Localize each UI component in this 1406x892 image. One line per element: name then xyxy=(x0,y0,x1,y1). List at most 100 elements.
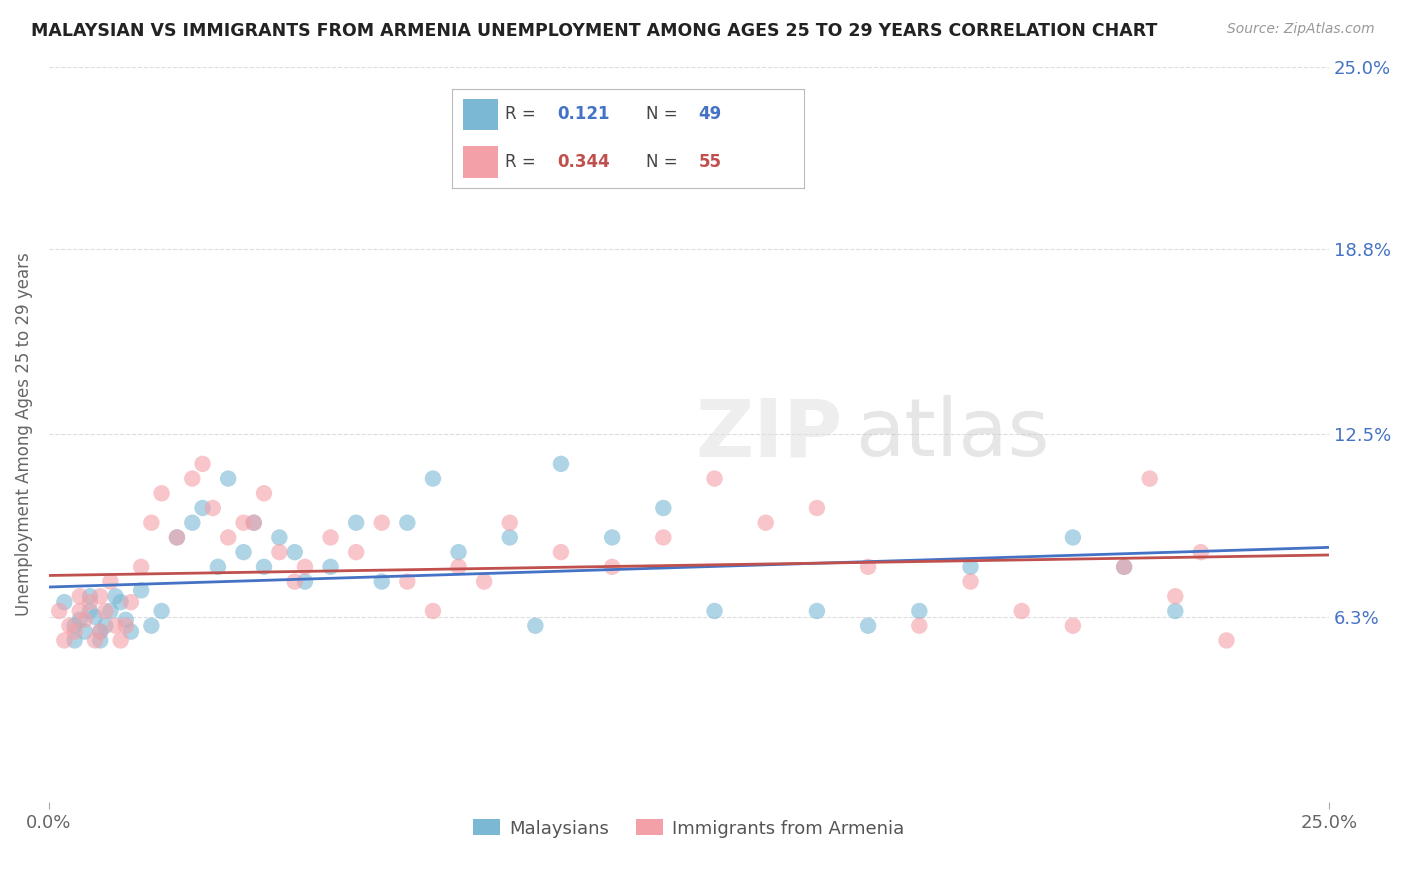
Point xyxy=(63,624,86,639)
Point xyxy=(319,559,342,574)
Point xyxy=(69,604,91,618)
Point xyxy=(232,545,254,559)
Point xyxy=(1164,604,1187,618)
Point xyxy=(79,589,101,603)
Point xyxy=(1215,633,1237,648)
Point xyxy=(344,516,367,530)
Point xyxy=(181,472,204,486)
Point xyxy=(269,530,291,544)
Point xyxy=(242,516,264,530)
Point xyxy=(141,516,163,530)
Point xyxy=(1114,559,1136,574)
Point xyxy=(856,559,879,574)
Point xyxy=(181,516,204,530)
Point xyxy=(100,604,122,618)
Point xyxy=(703,604,725,618)
Point xyxy=(242,516,264,530)
Point xyxy=(129,559,152,574)
Point xyxy=(1189,545,1212,559)
Point xyxy=(908,618,931,632)
Text: Source: ZipAtlas.com: Source: ZipAtlas.com xyxy=(1227,22,1375,37)
Point xyxy=(201,501,224,516)
Point xyxy=(104,589,127,603)
Point xyxy=(319,530,342,544)
Point xyxy=(150,604,173,618)
Point xyxy=(284,574,307,589)
Y-axis label: Unemployment Among Ages 25 to 29 years: Unemployment Among Ages 25 to 29 years xyxy=(15,252,32,616)
Point xyxy=(110,595,132,609)
Point xyxy=(110,633,132,648)
Point xyxy=(100,574,122,589)
Point xyxy=(652,530,675,544)
Point xyxy=(447,559,470,574)
Point xyxy=(600,530,623,544)
Point xyxy=(447,545,470,559)
Point xyxy=(232,516,254,530)
Point xyxy=(120,595,142,609)
Point xyxy=(703,472,725,486)
Point xyxy=(73,613,96,627)
Text: atlas: atlas xyxy=(855,395,1050,474)
Point xyxy=(89,624,111,639)
Point xyxy=(499,516,522,530)
Point xyxy=(806,501,828,516)
Point xyxy=(269,545,291,559)
Point xyxy=(524,618,547,632)
Point xyxy=(58,618,80,632)
Point xyxy=(755,516,778,530)
Point xyxy=(63,633,86,648)
Point xyxy=(1164,589,1187,603)
Point xyxy=(150,486,173,500)
Legend: Malaysians, Immigrants from Armenia: Malaysians, Immigrants from Armenia xyxy=(465,812,912,845)
Point xyxy=(344,545,367,559)
Point xyxy=(89,589,111,603)
Point xyxy=(959,559,981,574)
Point xyxy=(191,501,214,516)
Point xyxy=(422,604,444,618)
Point xyxy=(422,472,444,486)
Point xyxy=(207,559,229,574)
Point xyxy=(396,516,419,530)
Point xyxy=(806,604,828,618)
Point xyxy=(371,516,394,530)
Point xyxy=(79,604,101,618)
Point xyxy=(94,618,117,632)
Point xyxy=(959,574,981,589)
Point xyxy=(217,472,239,486)
Point xyxy=(499,530,522,544)
Point xyxy=(94,604,117,618)
Point xyxy=(1062,618,1084,632)
Point xyxy=(84,610,107,624)
Point xyxy=(1139,472,1161,486)
Point xyxy=(217,530,239,544)
Point xyxy=(120,624,142,639)
Point xyxy=(1062,530,1084,544)
Point xyxy=(48,604,70,618)
Point xyxy=(294,574,316,589)
Point xyxy=(129,583,152,598)
Point xyxy=(53,595,76,609)
Point xyxy=(69,613,91,627)
Point xyxy=(166,530,188,544)
Point xyxy=(253,486,276,500)
Point xyxy=(89,633,111,648)
Point xyxy=(550,545,572,559)
Point xyxy=(89,624,111,639)
Point xyxy=(294,559,316,574)
Point xyxy=(396,574,419,589)
Point xyxy=(53,633,76,648)
Point xyxy=(141,618,163,632)
Text: MALAYSIAN VS IMMIGRANTS FROM ARMENIA UNEMPLOYMENT AMONG AGES 25 TO 29 YEARS CORR: MALAYSIAN VS IMMIGRANTS FROM ARMENIA UNE… xyxy=(31,22,1157,40)
Point xyxy=(166,530,188,544)
Point xyxy=(104,618,127,632)
Point xyxy=(79,595,101,609)
Point xyxy=(114,613,136,627)
Point xyxy=(69,589,91,603)
Point xyxy=(472,574,495,589)
Point xyxy=(600,559,623,574)
Point xyxy=(908,604,931,618)
Point xyxy=(1011,604,1033,618)
Point xyxy=(114,618,136,632)
Point xyxy=(253,559,276,574)
Point xyxy=(191,457,214,471)
